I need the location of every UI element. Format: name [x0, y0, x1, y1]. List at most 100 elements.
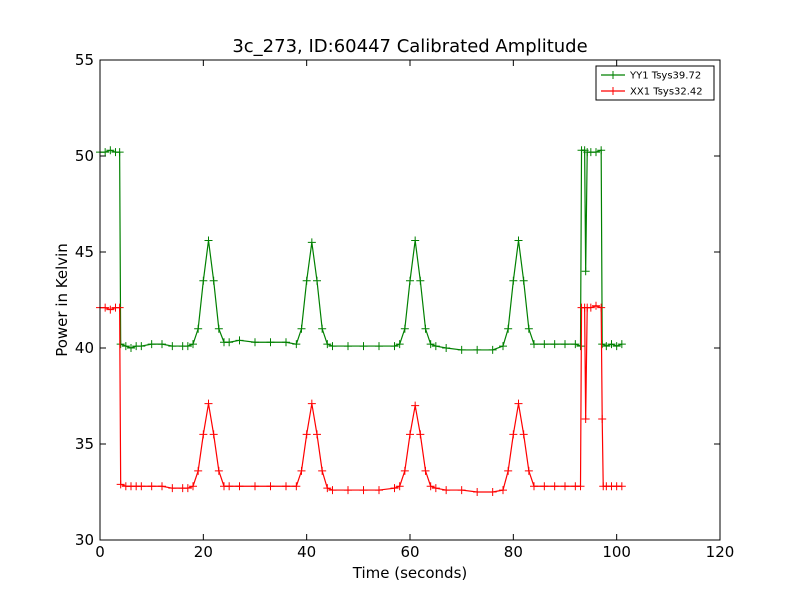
- data-point: [598, 415, 607, 424]
- data-point: [395, 482, 404, 491]
- data-point: [189, 340, 197, 349]
- data-point: [473, 345, 482, 354]
- data-point: [323, 484, 332, 493]
- data-point: [571, 340, 580, 349]
- data-point: [168, 342, 177, 351]
- data-point: [266, 338, 275, 347]
- data-point: [509, 430, 518, 439]
- data-point: [576, 342, 585, 351]
- legend: YY1 Tsys39.72 XX1 Tsys32.42: [595, 65, 715, 101]
- series-1: [96, 301, 626, 496]
- x-tick-label: 40: [297, 543, 316, 561]
- data-point: [115, 148, 124, 157]
- data-point: [530, 482, 538, 491]
- data-point: [307, 238, 316, 247]
- data-point: [359, 486, 368, 495]
- data-point: [235, 482, 244, 491]
- data-point: [183, 342, 192, 351]
- y-axis-label: Power in Kelvin: [53, 243, 71, 357]
- data-point: [214, 466, 223, 475]
- x-axis-label: Time (seconds): [352, 564, 468, 582]
- y-tick-label: 30: [75, 531, 94, 549]
- data-point: [442, 486, 451, 495]
- data-point: [101, 148, 110, 157]
- data-point: [158, 340, 166, 349]
- data-point: [561, 340, 569, 349]
- data-point: [328, 486, 337, 495]
- data-point: [390, 484, 399, 493]
- data-point: [390, 342, 399, 351]
- data-point: [137, 342, 146, 351]
- data-point: [561, 482, 569, 491]
- data-point: [168, 484, 177, 493]
- data-point: [576, 482, 585, 491]
- data-point: [431, 484, 440, 493]
- data-point: [488, 488, 497, 496]
- data-point: [204, 399, 213, 408]
- data-point: [514, 236, 523, 245]
- data-point: [457, 486, 466, 495]
- data-point: [214, 324, 223, 333]
- plot-area: [96, 146, 626, 496]
- data-point: [209, 276, 218, 285]
- y-tick-label: 35: [75, 435, 94, 453]
- y-tick-label: 45: [75, 243, 94, 261]
- data-point: [251, 482, 259, 491]
- data-point: [302, 276, 311, 285]
- legend-label: YY1 Tsys39.72: [629, 71, 701, 82]
- data-point: [225, 338, 234, 347]
- data-point: [194, 324, 203, 333]
- data-point: [421, 324, 430, 333]
- data-point: [509, 276, 518, 285]
- data-point: [106, 146, 115, 155]
- data-point: [524, 324, 533, 333]
- data-point: [597, 146, 606, 155]
- data-point: [586, 303, 595, 312]
- data-point: [416, 276, 425, 285]
- data-point: [313, 430, 321, 439]
- data-point: [550, 340, 559, 349]
- x-tick-label: 20: [194, 543, 213, 561]
- data-point: [375, 486, 383, 495]
- data-point: [607, 340, 616, 349]
- series-line: [100, 305, 622, 493]
- data-point: [617, 482, 626, 491]
- data-point: [106, 305, 115, 314]
- data-point: [400, 324, 409, 333]
- data-point: [209, 430, 218, 439]
- data-point: [344, 342, 352, 351]
- data-point: [592, 301, 600, 310]
- data-point: [550, 482, 559, 491]
- data-point: [504, 324, 513, 333]
- x-tick-label: 0: [95, 543, 105, 561]
- data-point: [581, 267, 590, 276]
- data-point: [194, 466, 203, 475]
- x-tick-label: 120: [706, 543, 735, 561]
- data-point: [504, 466, 513, 475]
- data-point: [359, 342, 368, 351]
- data-point: [375, 342, 383, 351]
- data-point: [297, 466, 306, 475]
- data-point: [540, 482, 549, 491]
- data-point: [323, 340, 332, 349]
- data-point: [442, 344, 451, 352]
- data-point: [121, 342, 130, 351]
- data-point: [612, 342, 621, 351]
- data-point: [101, 303, 110, 312]
- legend-marker: [609, 87, 617, 95]
- data-point: [292, 482, 301, 491]
- data-point: [116, 340, 125, 349]
- y-tick-label: 55: [75, 51, 94, 69]
- data-point: [225, 482, 234, 491]
- data-point: [602, 342, 611, 351]
- data-point: [519, 276, 528, 285]
- data-point: [400, 466, 409, 475]
- data-point: [292, 340, 301, 349]
- chart-title: 3c_273, ID:60447 Calibrated Amplitude: [232, 36, 587, 57]
- data-point: [313, 276, 321, 285]
- data-point: [592, 148, 600, 157]
- data-point: [431, 342, 440, 351]
- axis-ticks: 0 20 40 60 80 100 120 30 35 40 45 50 55: [75, 51, 734, 561]
- data-point: [307, 399, 316, 408]
